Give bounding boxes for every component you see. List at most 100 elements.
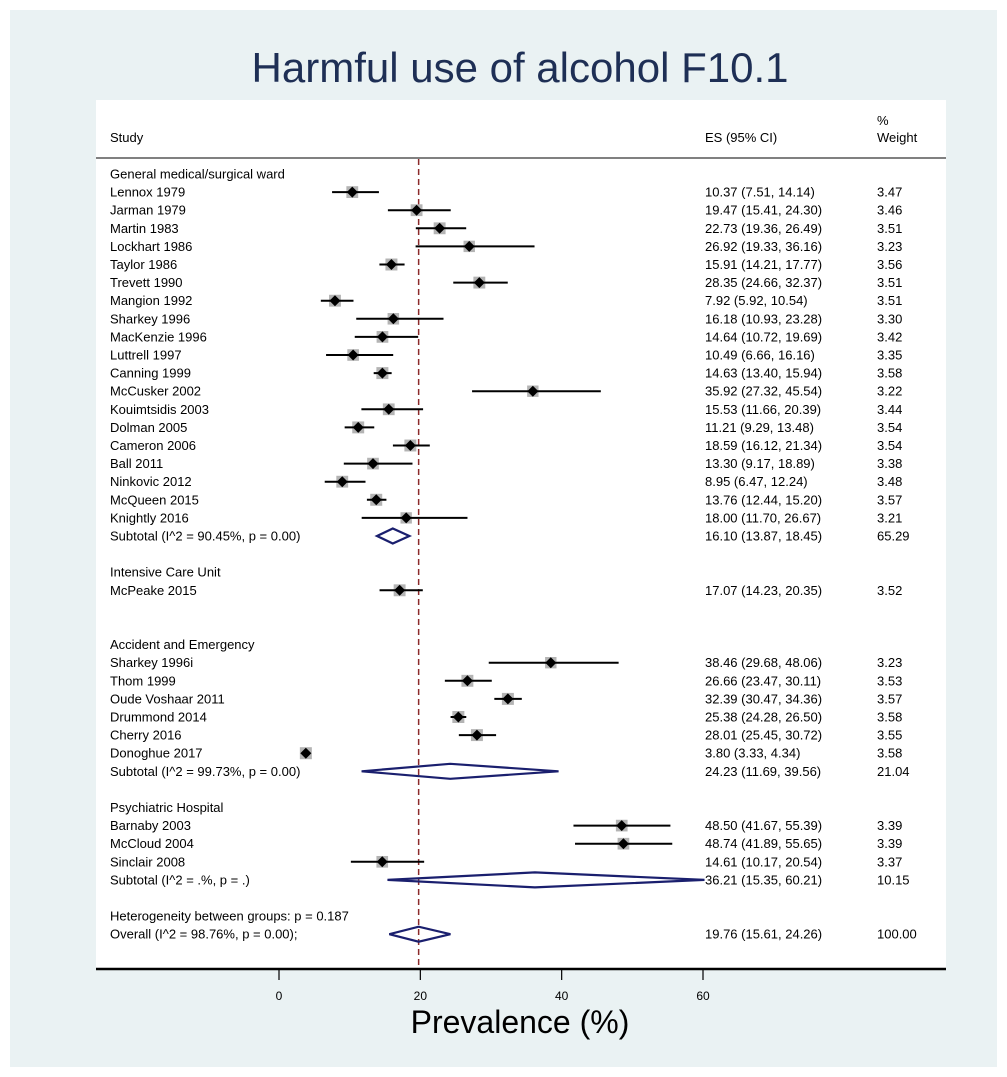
point-estimate (385, 259, 397, 270)
effect-size-text: 18.59 (16.12, 21.34) (705, 438, 822, 453)
effect-size-text: 19.76 (15.61, 24.26) (705, 927, 822, 942)
point-estimate (502, 693, 514, 705)
weight-text: 3.39 (877, 836, 902, 851)
x-tick-label: 60 (696, 989, 710, 1003)
effect-size-text: 32.39 (30.47, 34.36) (705, 691, 822, 706)
effect-size-text: 14.61 (10.17, 20.54) (705, 854, 822, 869)
point-estimate (545, 657, 557, 669)
plot-panel (96, 100, 946, 970)
effect-size-text: 13.30 (9.17, 18.89) (705, 456, 815, 471)
weight-text: 3.37 (877, 854, 902, 869)
forest-rows: General medical/surgical ward Lennox 1979… (110, 167, 917, 942)
point-estimate (347, 349, 359, 361)
weight-text: 3.58 (877, 746, 902, 761)
subtotal-diamond (361, 762, 559, 780)
effect-size-text: 16.18 (10.93, 23.28) (705, 311, 822, 326)
point-estimate (300, 747, 312, 759)
effect-size-text: 11.21 (9.29, 13.48) (705, 420, 814, 435)
weight-text: 65.29 (877, 529, 910, 544)
point-estimate (376, 856, 388, 868)
weight-text: 3.55 (877, 728, 902, 743)
effect-size-text: 15.53 (11.66, 20.39) (705, 402, 821, 417)
effect-size-text: 15.91 (14.21, 17.77) (705, 257, 822, 272)
study-label: Drummond 2014 (110, 710, 207, 725)
weight-text: 3.47 (877, 185, 902, 200)
study-label: McCloud 2004 (110, 836, 194, 851)
weight-text: 3.39 (877, 818, 902, 833)
point-estimate (434, 222, 446, 234)
weight-text: 3.38 (877, 456, 902, 471)
effect-size-text: 22.73 (19.36, 26.49) (705, 221, 822, 236)
weight-text: 3.57 (877, 492, 902, 507)
study-label: McPeake 2015 (110, 583, 197, 598)
study-label: Mangion 1992 (110, 293, 192, 308)
header-weight-percent: % (877, 113, 889, 128)
weight-text: 3.53 (877, 673, 902, 688)
study-label: McCusker 2002 (110, 384, 201, 399)
x-tick-label: 40 (555, 989, 569, 1003)
effect-size-text: 36.21 (15.35, 60.21) (705, 872, 822, 887)
study-label: Jarman 1979 (110, 203, 186, 218)
point-estimate (383, 403, 395, 415)
study-label: Oude Voshaar 2011 (110, 691, 225, 706)
point-estimate (411, 204, 423, 216)
effect-size-text: 8.95 (6.47, 12.24) (705, 474, 808, 489)
point-estimate (394, 584, 406, 596)
group-label: Psychiatric Hospital (110, 800, 224, 815)
point-estimate (463, 240, 475, 252)
group-label: General medical/surgical ward (110, 167, 285, 182)
effect-size-text: 13.76 (12.44, 15.20) (705, 492, 822, 507)
study-label: MacKenzie 1996 (110, 329, 207, 344)
point-estimate (370, 494, 382, 506)
effect-size-text: 16.10 (13.87, 18.45) (705, 529, 822, 544)
weight-text: 3.58 (877, 710, 902, 725)
study-label: Canning 1999 (110, 366, 191, 381)
weight-text: 10.15 (877, 872, 910, 887)
effect-size-text: 48.74 (41.89, 55.65) (705, 836, 822, 851)
effect-size-text: 14.63 (13.40, 15.94) (705, 366, 822, 381)
group-label: Accident and Emergency (110, 637, 255, 652)
effect-size-text: 14.64 (10.72, 19.69) (705, 329, 822, 344)
study-label: Knightly 2016 (110, 510, 189, 525)
point-estimate (461, 675, 473, 687)
point-estimate (346, 186, 358, 198)
effect-size-text: 10.49 (6.66, 16.16) (705, 348, 815, 363)
point-estimate (336, 476, 348, 488)
study-label: Donoghue 2017 (110, 746, 203, 761)
study-label: Lockhart 1986 (110, 239, 192, 254)
effect-size-text: 35.92 (27.32, 45.54) (705, 384, 822, 399)
effect-size-text: 28.35 (24.66, 32.37) (705, 275, 822, 290)
point-estimate (404, 440, 416, 451)
weight-text: 100.00 (877, 927, 917, 942)
effect-size-text: 28.01 (25.45, 30.72) (705, 728, 822, 743)
weight-text: 3.51 (877, 293, 902, 308)
effect-size-text: 48.50 (41.67, 55.39) (705, 818, 822, 833)
header-es: ES (95% CI) (705, 130, 777, 145)
weight-text: 3.54 (877, 438, 902, 453)
chart-title: Harmful use of alcohol F10.1 (252, 44, 789, 91)
point-estimate (617, 838, 629, 850)
weight-text: 3.22 (877, 384, 902, 399)
study-label: Trevett 1990 (110, 275, 183, 290)
effect-size-text: 18.00 (11.70, 26.67) (705, 510, 821, 525)
weight-text: 3.52 (877, 583, 902, 598)
weight-text: 3.48 (877, 474, 902, 489)
weight-text: 3.51 (877, 275, 902, 290)
study-label: McQueen 2015 (110, 492, 199, 507)
subtotal-diamond (374, 527, 413, 545)
study-label: Luttrell 1997 (110, 348, 182, 363)
study-label: Dolman 2005 (110, 420, 187, 435)
study-label: Sharkey 1996 (110, 311, 190, 326)
weight-text: 21.04 (877, 764, 910, 779)
x-tick-label: 20 (414, 989, 428, 1003)
effect-size-text: 10.37 (7.51, 14.14) (705, 185, 815, 200)
effect-size-text: 7.92 (5.92, 10.54) (705, 293, 808, 308)
weight-text: 3.57 (877, 691, 902, 706)
weight-text: 3.46 (877, 203, 902, 218)
study-label: Ball 2011 (110, 456, 163, 471)
effect-size-text: 3.80 (3.33, 4.34) (705, 746, 800, 761)
point-estimate (387, 313, 399, 325)
study-label: Thom 1999 (110, 673, 176, 688)
subtotal-label: Subtotal (I^2 = 99.73%, p = 0.00) (110, 764, 300, 779)
